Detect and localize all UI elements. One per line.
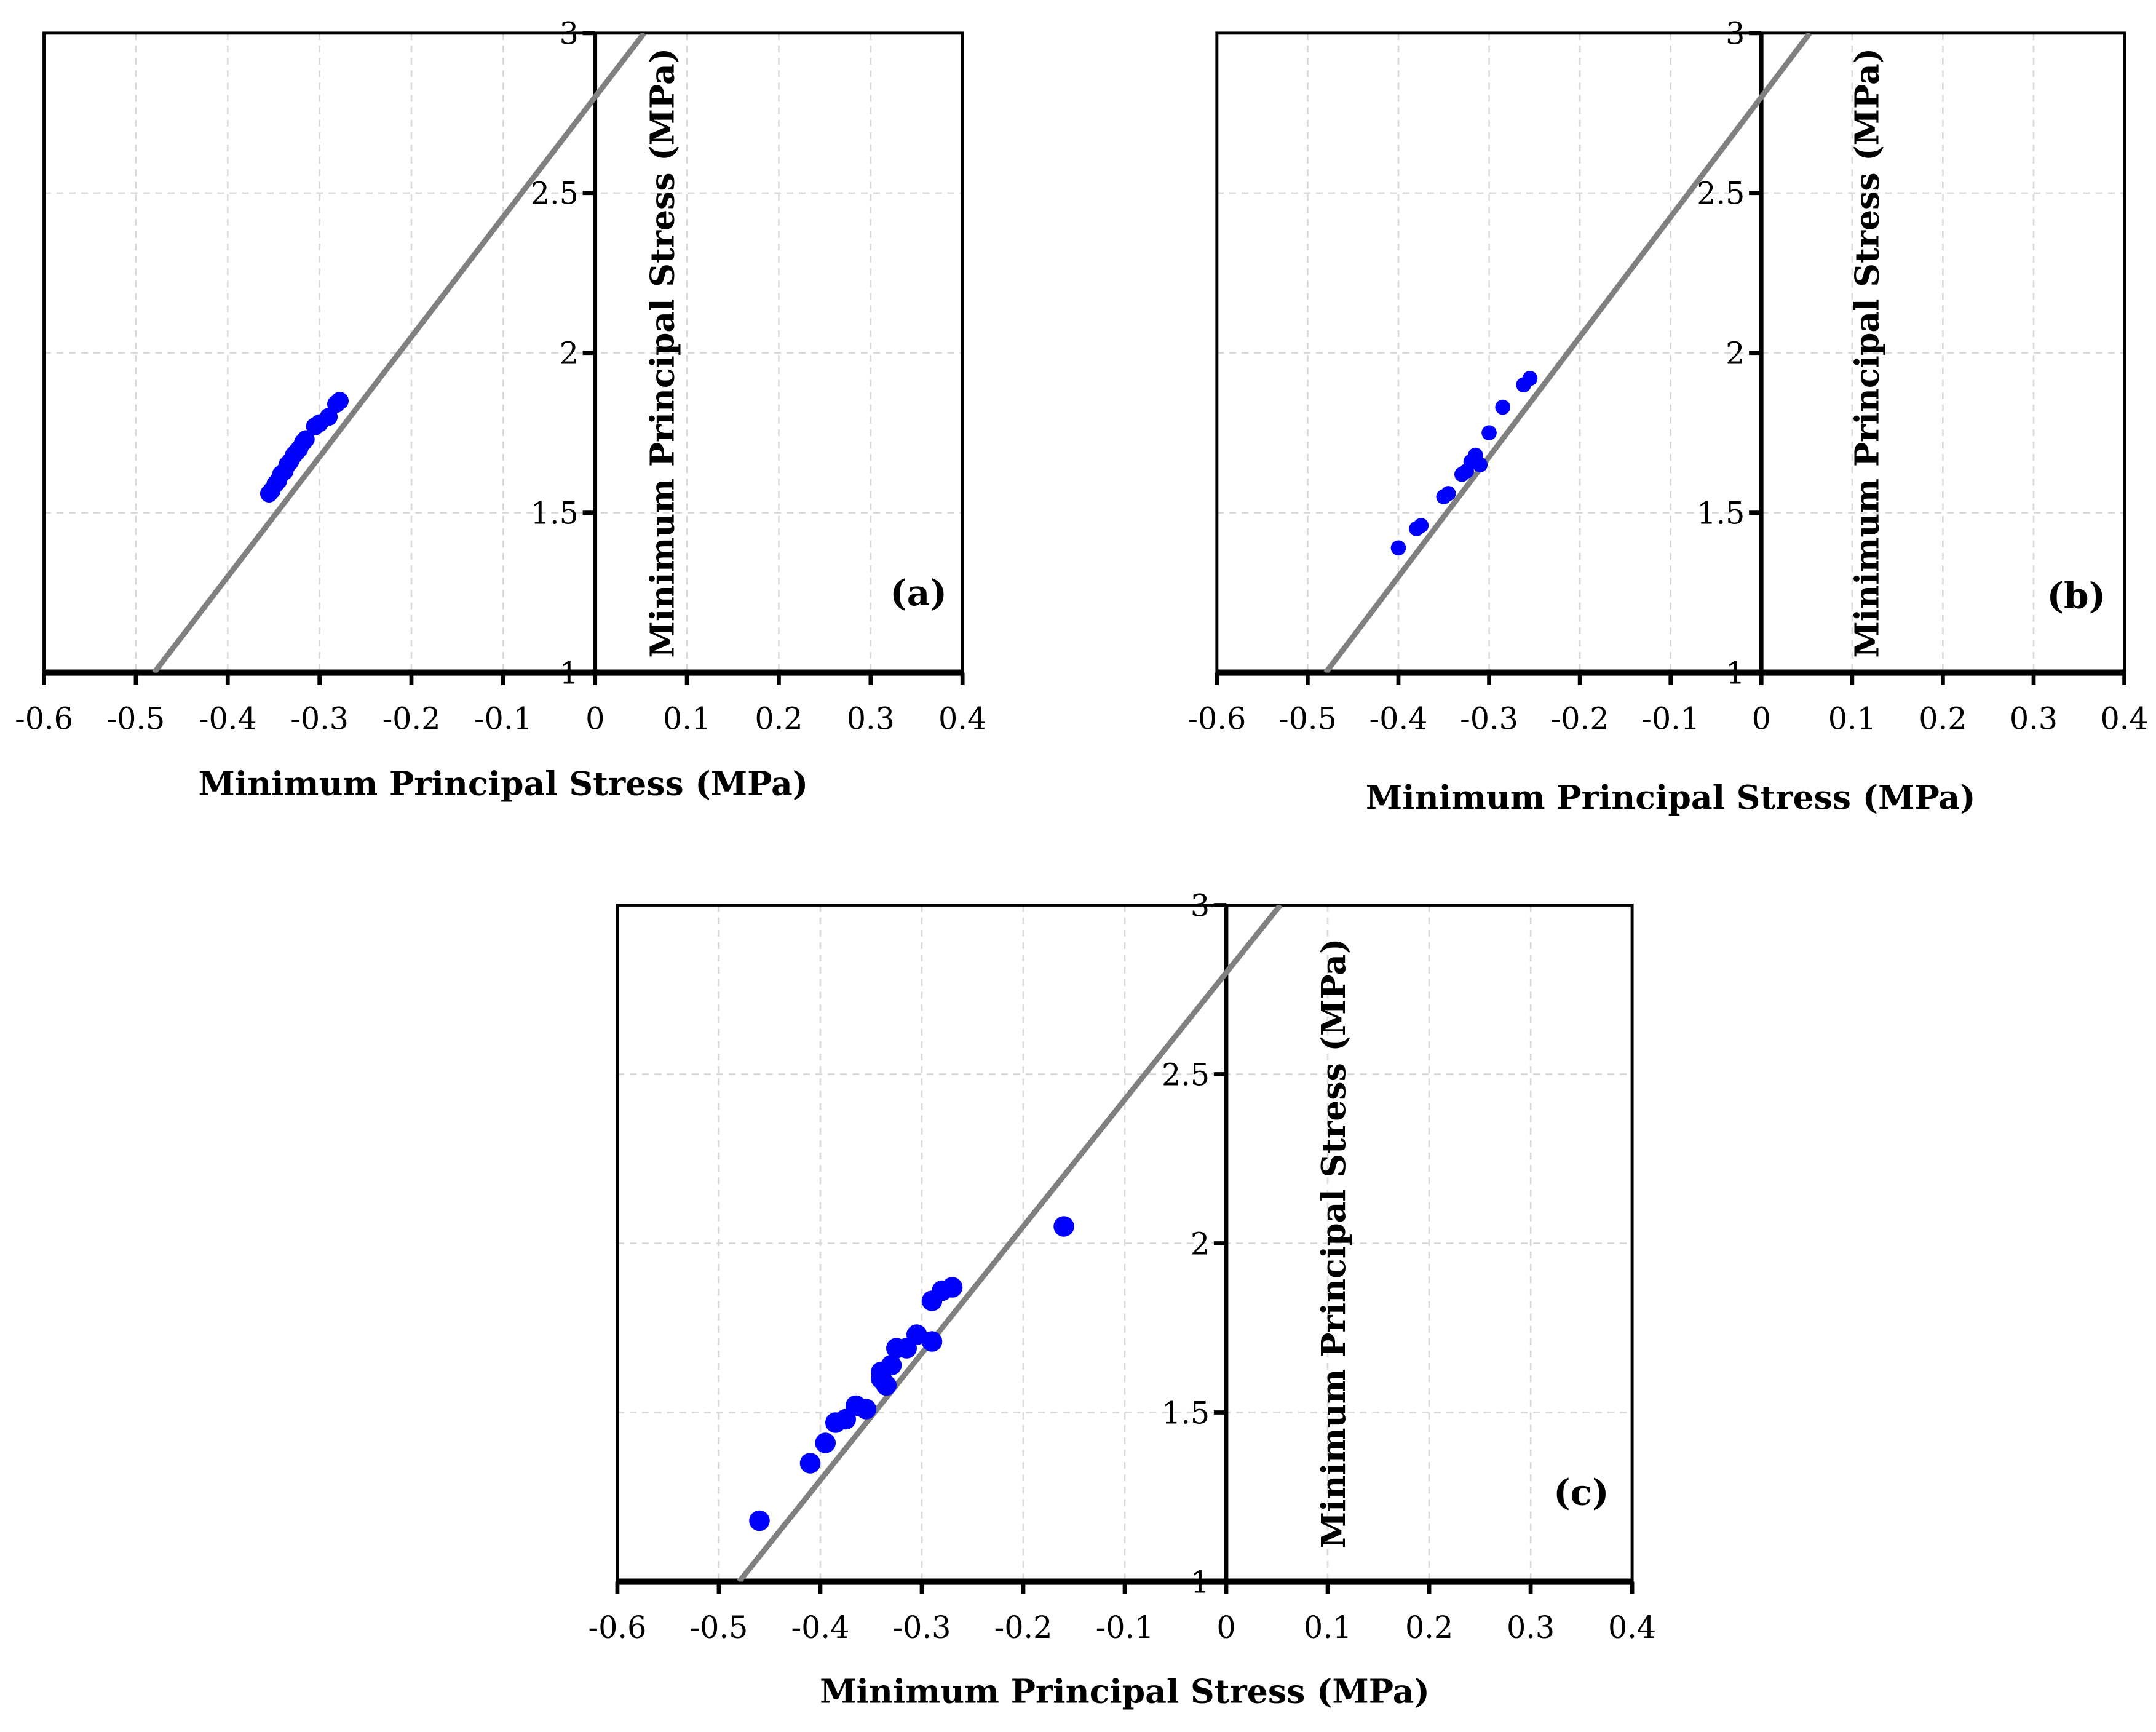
y-tick-label: 2 xyxy=(1191,1226,1210,1261)
data-points xyxy=(1390,371,1538,556)
x-tick-label: -0.2 xyxy=(1551,701,1609,736)
chart-panel-b: -0.6 -0.5 -0.4 -0.3 -0.2 -0.1 0 0.1 0.2 0.3 0.4 1 1.… xyxy=(1187,16,2148,817)
x-tick-label: 0.2 xyxy=(1919,701,1967,736)
x-tick-label: 0.3 xyxy=(2010,701,2058,736)
x-tick-label: -0.6 xyxy=(589,1610,647,1645)
data-point xyxy=(1390,540,1406,556)
fit-line xyxy=(737,905,1283,1582)
data-point xyxy=(881,1354,902,1376)
x-tick-label: -0.6 xyxy=(15,701,73,736)
data-point xyxy=(296,430,315,448)
x-tick-label: -0.4 xyxy=(199,701,257,736)
x-axis-title: Minimum Principal Stress (MPa) xyxy=(820,1672,1430,1710)
panel-label: (b) xyxy=(2047,574,2106,616)
x-tick-label: -0.4 xyxy=(791,1610,850,1645)
x-tick-label: -0.2 xyxy=(382,701,441,736)
gridlines xyxy=(44,33,963,673)
x-tick-label: -0.3 xyxy=(290,701,349,736)
y-axis-title: Minimum Principal Stress (MPa) xyxy=(1847,48,1886,658)
y-tick-label: 3 xyxy=(1726,16,1745,52)
data-point xyxy=(1522,371,1538,386)
data-point xyxy=(855,1399,877,1420)
x-tick-label: -0.1 xyxy=(474,701,533,736)
panel-label: (a) xyxy=(890,571,947,614)
x-tick-label: -0.3 xyxy=(1460,701,1518,736)
x-tick-label: 0.3 xyxy=(847,701,895,736)
y-tick-label: 2 xyxy=(560,336,579,371)
x-tick-label: -0.1 xyxy=(1641,701,1700,736)
y-tick-label: 2.5 xyxy=(1697,176,1745,212)
x-tick-label: -0.5 xyxy=(690,1610,748,1645)
panel-label: (c) xyxy=(1553,1471,1609,1513)
data-point xyxy=(1481,425,1497,440)
x-tick-label: 0.2 xyxy=(1405,1610,1453,1645)
x-tick-label: 0.4 xyxy=(1608,1610,1656,1645)
x-tick-label: -0.2 xyxy=(994,1610,1053,1645)
gridlines xyxy=(1216,33,2125,673)
data-point xyxy=(876,1375,897,1396)
data-point xyxy=(749,1510,770,1531)
y-tick-label: 2 xyxy=(1726,336,1745,371)
x-tick-label: 0.1 xyxy=(663,701,711,736)
y-tick-label: 1.5 xyxy=(531,496,579,531)
y-tick-label: 1.5 xyxy=(1162,1395,1210,1431)
gridlines xyxy=(617,905,1633,1582)
chart-panel-c: -0.6 -0.5 -0.4 -0.3 -0.2 -0.1 0 0.1 0.2 0.3 0.4 1 1.… xyxy=(589,888,1657,1710)
x-axis-title: Minimum Principal Stress (MPa) xyxy=(199,765,809,803)
x-tick-label: 0 xyxy=(585,701,604,736)
data-point xyxy=(1440,486,1456,501)
fit-line xyxy=(152,33,646,673)
chart-panel-a: -0.6 -0.5 -0.4 -0.3 -0.2 -0.1 0 0.1 0.2 0.3 0.4 1 1.… xyxy=(15,16,986,803)
data-point xyxy=(799,1453,821,1474)
y-axis-title: Minimum Principal Stress (MPa) xyxy=(643,48,682,658)
x-tick-label: -0.6 xyxy=(1187,701,1246,736)
data-point xyxy=(1495,399,1510,415)
y-tick-label: 3 xyxy=(1191,888,1210,923)
data-point xyxy=(921,1331,943,1352)
fit-line xyxy=(1323,33,1812,673)
x-tick-label: -0.5 xyxy=(106,701,165,736)
y-tick-label: 1.5 xyxy=(1697,496,1745,531)
y-tick-label: 1 xyxy=(1726,655,1745,691)
x-tick-label: 0.4 xyxy=(2100,701,2148,736)
data-point xyxy=(815,1432,836,1453)
y-tick-label: 2.5 xyxy=(531,176,579,212)
x-tick-label: -0.5 xyxy=(1278,701,1337,736)
x-tick-label: 0.4 xyxy=(938,701,986,736)
data-point xyxy=(1472,457,1488,472)
data-point xyxy=(330,392,349,410)
y-tick-label: 1 xyxy=(1191,1564,1210,1600)
x-tick-label: 0 xyxy=(1752,701,1771,736)
x-axis-title: Minimum Principal Stress (MPa) xyxy=(1366,778,1976,817)
x-tick-label: 0.3 xyxy=(1507,1610,1555,1645)
x-tick-label: 0.2 xyxy=(755,701,803,736)
x-tick-label: -0.3 xyxy=(893,1610,951,1645)
data-points xyxy=(749,1216,1074,1531)
data-point xyxy=(941,1277,963,1298)
x-tick-label: 0.1 xyxy=(1304,1610,1352,1645)
x-tick-label: -0.4 xyxy=(1369,701,1428,736)
x-tick-label: -0.1 xyxy=(1096,1610,1154,1645)
y-tick-label: 3 xyxy=(560,16,579,52)
data-point xyxy=(1413,518,1429,533)
data-point xyxy=(1053,1216,1074,1237)
y-axis-title: Minimum Principal Stress (MPa) xyxy=(1314,939,1353,1549)
data-points xyxy=(260,392,349,503)
y-tick-label: 2.5 xyxy=(1162,1057,1210,1092)
x-tick-label: 0 xyxy=(1216,1610,1235,1645)
x-tick-label: 0.1 xyxy=(1828,701,1876,736)
y-tick-label: 1 xyxy=(560,655,579,691)
